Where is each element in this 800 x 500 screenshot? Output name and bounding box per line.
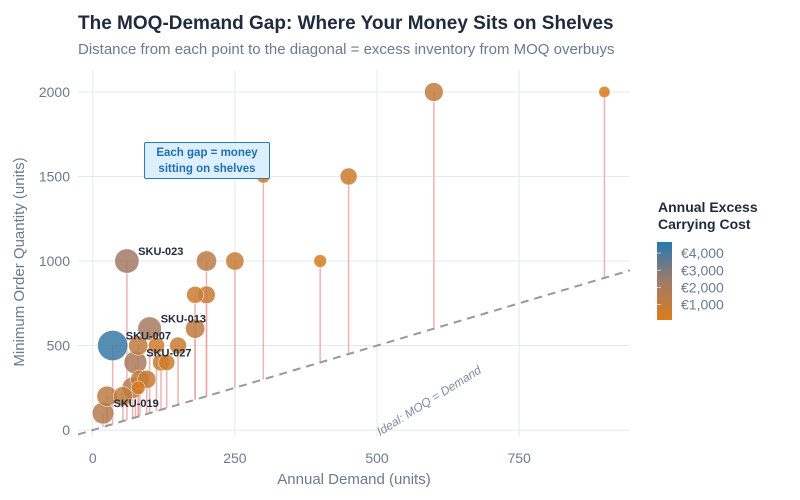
sku-label: SKU-023 — [138, 246, 183, 258]
colorbar-tick-label: €2,000 — [681, 279, 724, 295]
ideal-diagonal-line — [77, 269, 631, 436]
y-tick-label: 2000 — [39, 84, 70, 100]
x-tick-label: 500 — [365, 450, 389, 466]
annotation-line-1: Each gap = money — [156, 147, 258, 159]
annotation-line-2: sitting on shelves — [158, 163, 256, 175]
data-point — [148, 337, 165, 354]
data-point — [169, 336, 187, 355]
colorbar-title: Annual Excess Carrying Cost — [658, 199, 758, 232]
data-point — [339, 167, 358, 186]
colorbar-tick-label: €3,000 — [681, 262, 724, 278]
data-point — [131, 380, 146, 396]
data-point — [113, 386, 133, 407]
x-tick-label: 250 — [223, 450, 247, 466]
x-axis-label: Annual Demand (units) — [277, 471, 430, 488]
data-point — [97, 330, 129, 361]
annotation-box: Each gap = money sitting on shelves — [144, 142, 270, 179]
data-point — [196, 250, 217, 272]
data-point — [313, 254, 327, 268]
data-point — [186, 286, 204, 304]
chart-subtitle: Distance from each point to the diagonal… — [78, 41, 615, 58]
diagonal-label: Ideal: MOQ = Demand — [374, 363, 484, 439]
data-points — [91, 82, 611, 425]
colorbar-tick-label: €1,000 — [681, 297, 724, 313]
data-point — [114, 248, 140, 274]
data-point — [225, 251, 245, 271]
colorbar-tick-label: €4,000 — [681, 245, 724, 261]
sku-label: SKU-027 — [146, 347, 191, 359]
data-point — [128, 335, 149, 356]
colorbar — [657, 242, 672, 320]
x-tick-label: 0 — [89, 450, 97, 466]
chart-title: The MOQ-Demand Gap: Where Your Money Sit… — [78, 13, 614, 34]
data-point — [158, 354, 176, 371]
data-point — [185, 318, 205, 339]
sku-label: SKU-019 — [113, 398, 158, 410]
y-tick-label: 1500 — [39, 169, 70, 185]
axis-ticks: 0 500 1000 1500 2000 0 250 500 750 — [39, 84, 531, 466]
data-point — [424, 82, 444, 102]
colorbar-ticks: €4,000€3,000€2,000 €1,000 — [657, 245, 724, 313]
y-tick-label: 500 — [47, 338, 71, 354]
data-point — [137, 316, 162, 341]
sku-label: SKU-013 — [161, 314, 206, 326]
data-point — [598, 86, 611, 98]
y-tick-label: 0 — [62, 422, 70, 438]
sku-label: SKU-007 — [126, 331, 171, 343]
point-labels: SKU-007 SKU-023 SKU-013 SKU-027 SKU-019 — [113, 246, 205, 410]
y-axis-label: Minimum Order Quantity (units) — [11, 157, 28, 366]
y-tick-label: 1000 — [39, 253, 70, 269]
x-tick-label: 750 — [507, 450, 531, 466]
